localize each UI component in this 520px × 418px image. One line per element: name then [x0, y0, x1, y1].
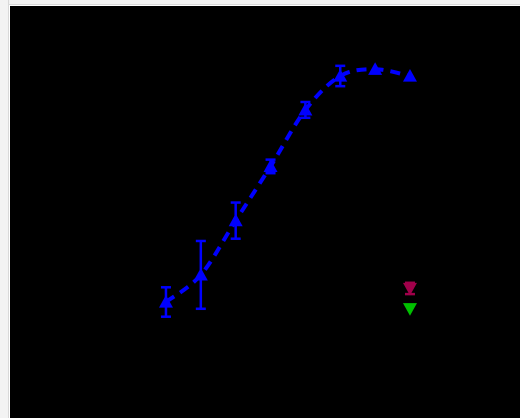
- series-1-point-2: [193, 267, 208, 281]
- window-left-border: [0, 0, 9, 418]
- series-1-point-8: [402, 69, 417, 82]
- series-1-point-1: [158, 295, 173, 308]
- series-1-point-3: [228, 213, 243, 227]
- series-1-point-6: [333, 69, 348, 82]
- series-1-line: [164, 67, 411, 304]
- series-1-point-5: [298, 102, 313, 116]
- series-1-point-4: [263, 159, 278, 172]
- plot-area: [10, 6, 520, 418]
- chart-canvas: [158, 62, 417, 318]
- series-1-point-7: [368, 62, 383, 75]
- series-2-point-1: [402, 282, 417, 296]
- series-3-point-1: [402, 303, 417, 316]
- window-top-border: [0, 0, 520, 5]
